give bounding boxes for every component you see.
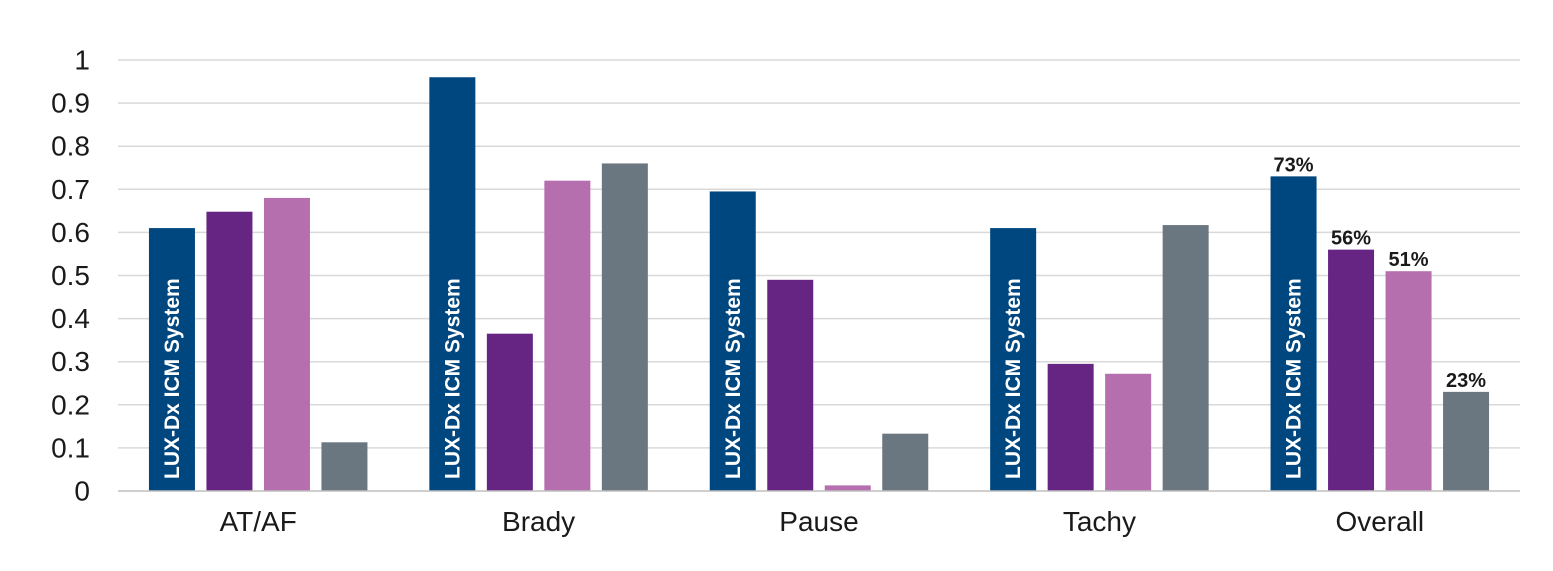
x-category-label: Pause	[779, 506, 858, 537]
data-label: 23%	[1446, 370, 1486, 392]
bar	[882, 433, 929, 491]
y-tick-label: 1	[74, 45, 90, 76]
bar	[1443, 391, 1490, 491]
x-axis: AT/AF Brady Pause Tachy Overall	[118, 490, 1520, 537]
bar-series-label: LUX-Dx ICM System	[1283, 278, 1306, 479]
bar	[1270, 176, 1317, 491]
y-tick-label: 0.5	[51, 260, 90, 291]
y-axis: 0 0.1 0.2 0.3 0.4 0.5 0.6 0.7 0.8 0.9 1	[51, 45, 90, 507]
bar	[1105, 373, 1152, 491]
bar	[429, 77, 476, 492]
x-category-label: AT/AF	[220, 506, 297, 537]
gridlines	[118, 59, 1520, 449]
bar-series-label: LUX-Dx ICM System	[722, 278, 745, 479]
y-tick-label: 0.8	[51, 131, 90, 162]
x-category-label: Brady	[502, 506, 575, 537]
y-tick-label: 0.1	[51, 432, 90, 463]
bar	[263, 197, 310, 492]
bar	[321, 442, 368, 491]
data-label: 73%	[1274, 154, 1314, 176]
y-tick-label: 0.6	[51, 217, 90, 248]
bars: LUX-Dx ICM System LUX-Dx ICM System LUX-Dx…	[148, 77, 1490, 492]
bar	[1047, 363, 1094, 491]
bar	[148, 228, 195, 491]
bar-series-label: LUX-Dx ICM System	[441, 278, 464, 479]
y-tick-label: 0.3	[51, 346, 90, 377]
x-category-label: Tachy	[1063, 506, 1136, 537]
bar-series-label: LUX-Dx ICM System	[1002, 278, 1025, 479]
y-tick-label: 0	[74, 476, 90, 507]
bar	[990, 228, 1037, 491]
bar	[601, 163, 648, 491]
data-label: 56%	[1331, 228, 1371, 250]
bar	[1385, 271, 1432, 491]
y-tick-label: 0.9	[51, 88, 90, 119]
bar	[1328, 249, 1375, 491]
bar	[206, 211, 253, 491]
data-label: 51%	[1389, 249, 1429, 271]
y-tick-label: 0.4	[51, 303, 90, 334]
y-tick-label: 0.7	[51, 174, 90, 205]
bar	[824, 485, 871, 491]
bar	[486, 333, 533, 491]
bar	[1162, 225, 1209, 491]
bar	[767, 279, 814, 491]
x-category-label: Overall	[1335, 506, 1424, 537]
bar	[544, 180, 591, 491]
y-tick-label: 0.2	[51, 389, 90, 420]
bar-series-label: LUX-Dx ICM System	[161, 278, 184, 479]
bar	[709, 191, 756, 491]
